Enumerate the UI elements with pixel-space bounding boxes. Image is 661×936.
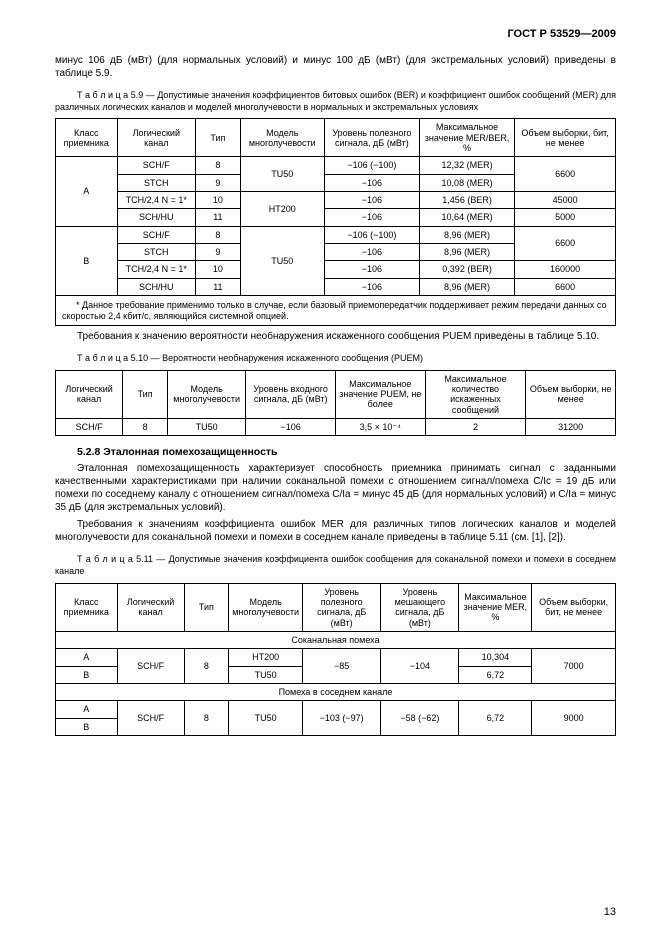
t511-col-6: Максимальное значение MER, % xyxy=(459,583,532,631)
table-row: A SCH/F8 TU50 −106 (−100)12,32 (MER) 660… xyxy=(56,157,616,174)
t511-col-0: Класс приемника xyxy=(56,583,118,631)
table-row: B SCH/F8 TU50 −106 (−100)8,96 (MER) 6600 xyxy=(56,226,616,243)
table-row: TCH/2,4 N = 1*10 −1060,392 (BER) 160000 xyxy=(56,261,616,278)
t510-col-0: Логический канал xyxy=(56,370,123,418)
t511-col-1: Логический канал xyxy=(117,583,184,631)
t59-col-4: Уровень полезного сигнала, дБ (мВт) xyxy=(324,119,419,157)
page-number: 13 xyxy=(604,906,616,918)
section-5-2-8-p1: Эталонная помехозащищенность характеризу… xyxy=(55,462,616,514)
table-row: TCH/2,4 N = 1*10 HT200 −1061,456 (BER) 4… xyxy=(56,192,616,209)
t59-col-1: Логический канал xyxy=(117,119,195,157)
table-row: SCH/HU11 −1068,96 (MER) 6600 xyxy=(56,278,616,295)
section-5-2-8-title: 5.2.8 Эталонная помехозащищенность xyxy=(55,446,616,458)
t511-section-header: Соканальная помеха xyxy=(56,632,616,649)
t59-footnote: * Данное требование применимо только в с… xyxy=(56,296,616,326)
section-5-2-8-p2: Требования к значениям коэффициента ошиб… xyxy=(55,518,616,544)
t59-col-0: Класс приемника xyxy=(56,119,118,157)
t511-col-3: Модель многолучевости xyxy=(229,583,303,631)
table-5-11: Класс приемника Логический канал Тип Мод… xyxy=(55,583,616,736)
table-5-9-caption: Т а б л и ц а 5.9 — Допустимые значения … xyxy=(55,90,616,113)
table-row: A SCH/F 8 HT200 −85 −104 10,304 7000 xyxy=(56,649,616,666)
t511-col-5: Уровень мешающего сигнала, дБ (мВт) xyxy=(381,583,459,631)
t510-col-1: Тип xyxy=(123,370,168,418)
t510-col-2: Модель многолучевости xyxy=(167,370,245,418)
t59-col-2: Тип xyxy=(195,119,240,157)
t511-col-4: Уровень полезного сигнала, дБ (мВт) xyxy=(303,583,381,631)
table-row: SCH/F8TU50 −1063,5 × 10⁻⁴2 31200 xyxy=(56,418,616,435)
table-5-10: Логический канал Тип Модель многолучевос… xyxy=(55,370,616,437)
t59-col-6: Объем выборки, бит, не менее xyxy=(515,119,616,157)
table-5-10-caption: Т а б л и ц а 5.10 — Вероятности необнар… xyxy=(55,353,616,365)
table-row: A SCH/F 8 TU50 −103 (−97) −58 (−62) 6,72… xyxy=(56,701,616,718)
intro-paragraph: минус 106 дБ (мВт) (для нормальных услов… xyxy=(55,54,616,80)
t511-col-2: Тип xyxy=(184,583,229,631)
t510-col-6: Объем выборки, не менее xyxy=(526,370,616,418)
table-5-9: Класс приемника Логический канал Тип Мод… xyxy=(55,118,616,325)
table-row: SCH/HU11 −10610,64 (MER) 5000 xyxy=(56,209,616,226)
t510-col-5: Максимальное количество искаженных сообщ… xyxy=(425,370,526,418)
para-5-10: Требования к значению вероятности необна… xyxy=(55,330,616,343)
doc-header: ГОСТ Р 53529—2009 xyxy=(55,28,616,40)
t510-col-4: Максимальное значение PUEM, не более xyxy=(335,370,425,418)
t510-col-3: Уровень входного сигнала, дБ (мВт) xyxy=(246,370,336,418)
t511-section-header: Помеха в соседнем канале xyxy=(56,684,616,701)
t511-col-7: Объем выборки, бит, не менее xyxy=(532,583,616,631)
table-5-11-caption: Т а б л и ц а 5.11 — Допустимые значения… xyxy=(55,554,616,577)
t59-col-5: Максимальное значение MER/BER, % xyxy=(419,119,514,157)
t59-col-3: Модель многолучевости xyxy=(240,119,324,157)
